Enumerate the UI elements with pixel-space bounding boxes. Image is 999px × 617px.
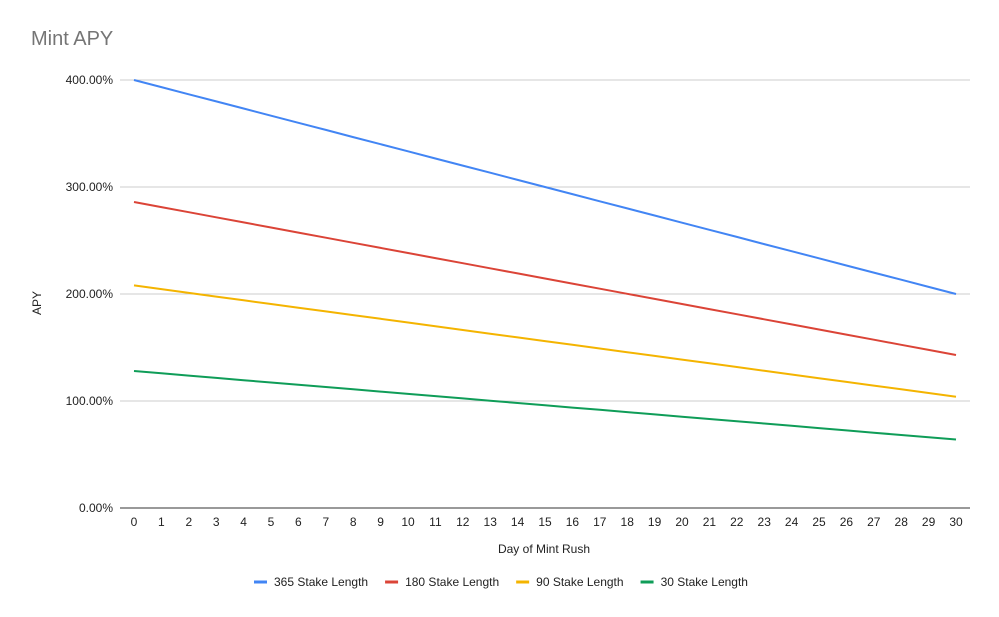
x-tick-label: 4 xyxy=(240,515,247,529)
x-tick-label: 15 xyxy=(538,515,552,529)
series-line xyxy=(133,284,957,398)
x-tick-label: 14 xyxy=(511,515,525,529)
x-tick-label: 9 xyxy=(377,515,384,529)
x-tick-label: 7 xyxy=(322,515,329,529)
y-tick-label: 0.00% xyxy=(79,501,113,515)
x-tick-label: 26 xyxy=(840,515,854,529)
y-tick-labels: 0.00% 100.00% 200.00% 300.00% 400.00% xyxy=(66,73,114,515)
x-tick-label: 16 xyxy=(566,515,580,529)
x-tick-label: 1 xyxy=(158,515,165,529)
x-tick-label: 6 xyxy=(295,515,302,529)
x-tick-label: 30 xyxy=(949,515,963,529)
x-tick-label: 25 xyxy=(812,515,826,529)
series-lines xyxy=(133,79,957,441)
y-tick-label: 100.00% xyxy=(66,394,114,408)
x-tick-label: 22 xyxy=(730,515,744,529)
x-tick-label: 27 xyxy=(867,515,881,529)
x-tick-label: 21 xyxy=(703,515,717,529)
x-tick-label: 8 xyxy=(350,515,357,529)
series-line xyxy=(133,370,957,441)
x-tick-labels: 0 1 2 3 4 5 6 7 8 9 10 11 12 13 14 15 16 17 18 19 20 21 22 23 24… xyxy=(131,515,963,529)
x-tick-label: 23 xyxy=(758,515,772,529)
x-tick-label: 12 xyxy=(456,515,470,529)
legend-label: 180 Stake Length xyxy=(405,575,499,589)
x-tick-label: 13 xyxy=(484,515,498,529)
y-tick-label: 200.00% xyxy=(66,287,114,301)
y-tick-label: 300.00% xyxy=(66,180,114,194)
x-tick-label: 19 xyxy=(648,515,662,529)
legend-label: 90 Stake Length xyxy=(536,575,623,589)
series-line xyxy=(133,79,957,295)
x-tick-label: 3 xyxy=(213,515,220,529)
x-tick-label: 20 xyxy=(675,515,689,529)
x-tick-label: 17 xyxy=(593,515,607,529)
series-line xyxy=(133,201,957,356)
chart-title: Mint APY xyxy=(31,28,114,50)
y-axis-title: APY xyxy=(30,291,44,315)
x-tick-label: 24 xyxy=(785,515,799,529)
x-axis-title: Day of Mint Rush xyxy=(498,542,590,556)
grid-lines xyxy=(120,79,970,509)
x-tick-label: 29 xyxy=(922,515,936,529)
x-tick-label: 11 xyxy=(429,515,442,529)
legend: 365 Stake Length 180 Stake Length 90 Stake… xyxy=(254,575,748,589)
y-tick-label: 400.00% xyxy=(66,73,114,87)
x-tick-label: 18 xyxy=(621,515,635,529)
legend-label: 365 Stake Length xyxy=(274,575,368,589)
x-tick-label: 0 xyxy=(131,515,138,529)
x-tick-label: 5 xyxy=(268,515,275,529)
x-tick-label: 10 xyxy=(401,515,415,529)
legend-label: 30 Stake Length xyxy=(661,575,748,589)
x-tick-label: 2 xyxy=(185,515,192,529)
x-tick-label: 28 xyxy=(895,515,909,529)
